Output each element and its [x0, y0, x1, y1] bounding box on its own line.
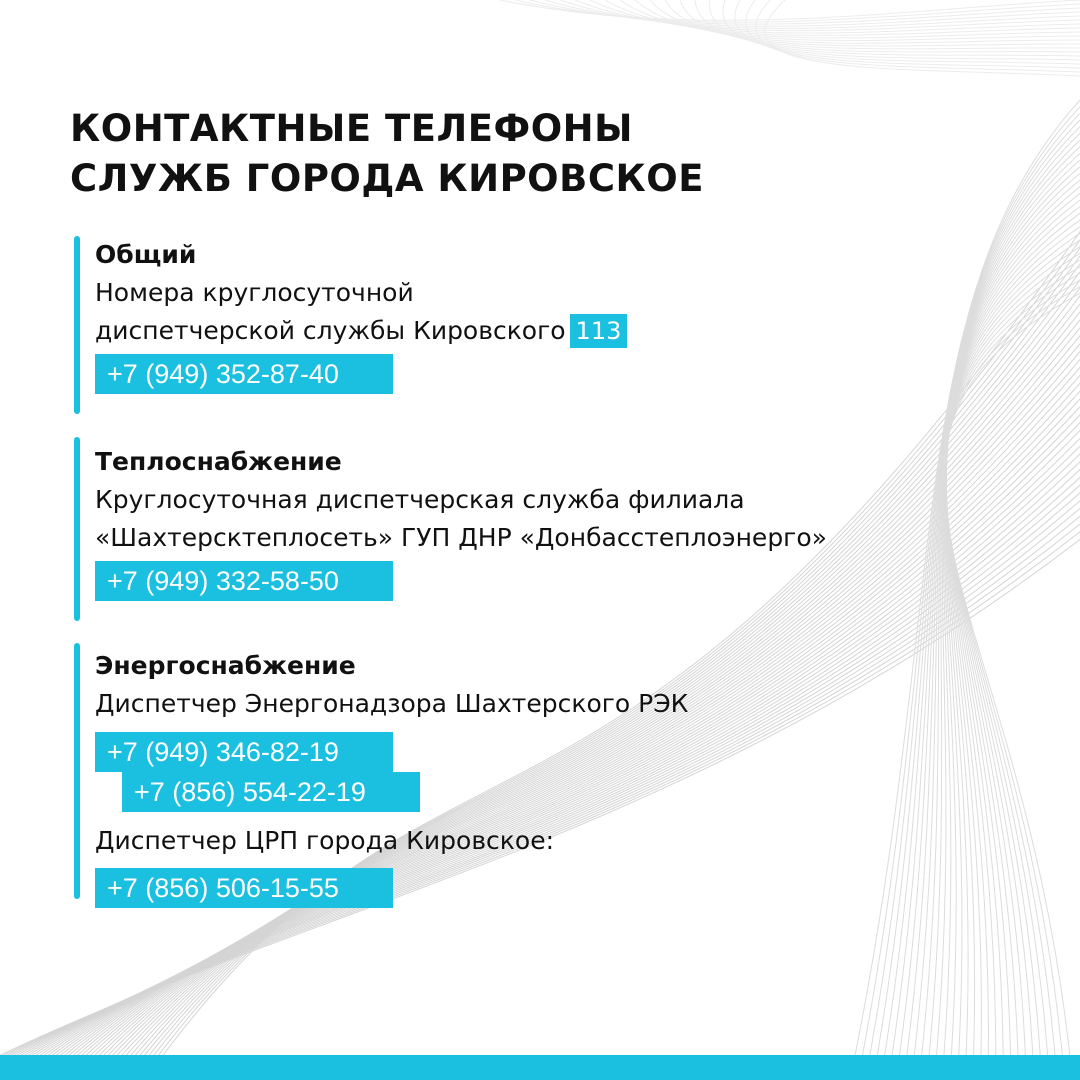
section-text: диспетчерской службы Кировского — [95, 316, 566, 345]
accent-bar — [74, 437, 80, 621]
wave-line — [544, 0, 1080, 27]
title-line-2: СЛУЖБ ГОРОДА КИРОВСКОЕ — [70, 157, 704, 200]
wave-line — [764, 0, 1080, 77]
wave-line — [619, 0, 1080, 39]
wave-line — [887, 132, 1080, 1080]
accent-bar — [74, 643, 80, 899]
wave-line — [604, 0, 1080, 36]
wave-line — [945, 206, 1080, 1080]
wave-line — [634, 0, 1080, 41]
wave-line — [59, 366, 1080, 1080]
wave-line — [99, 302, 1080, 1080]
wave-line — [529, 0, 1080, 25]
wave-line — [857, 106, 1080, 1080]
section-heading: Энергоснабжение — [95, 651, 356, 680]
phone-number[interactable]: +7 (856) 506-15-55 — [95, 868, 393, 908]
wave-line — [755, 0, 1080, 73]
wave-line — [109, 286, 1080, 1080]
wave-line — [134, 246, 1080, 1080]
wave-line — [514, 0, 1080, 23]
wave-line — [745, 0, 1080, 69]
wave-line — [649, 0, 1080, 44]
section-heading: Теплоснабжение — [95, 447, 342, 476]
title-line-1: КОНТАКТНЫЕ ТЕЛЕФОНЫ — [70, 107, 633, 150]
wave-line — [872, 119, 1080, 1080]
wave-line — [559, 0, 1080, 29]
wave-line — [943, 186, 1080, 1080]
wave-line — [722, 0, 1080, 61]
wave-line — [144, 230, 1080, 1080]
wave-line — [941, 179, 1080, 1080]
wave-line — [104, 294, 1080, 1080]
section-heading: Общий — [95, 240, 197, 269]
phone-number[interactable]: +7 (856) 554-22-19 — [122, 772, 420, 812]
phone-number[interactable]: +7 (949) 352-87-40 — [95, 354, 393, 394]
page-title: КОНТАКТНЫЕ ТЕЛЕФОНЫ СЛУЖБ ГОРОДА КИРОВСК… — [70, 104, 704, 204]
section-text: Диспетчер ЦРП города Кировское: — [95, 826, 554, 855]
wave-line — [926, 166, 1080, 1080]
wave-line — [679, 0, 1080, 50]
wave-line — [94, 310, 1080, 1080]
wave-line — [933, 172, 1080, 1080]
wave-line — [664, 0, 1080, 47]
wave-line — [129, 254, 1080, 1080]
wave-line — [69, 350, 1080, 1080]
wave-line — [119, 270, 1080, 1080]
section-text: Диспетчер Энергонадзора Шахтерского РЭК — [95, 689, 689, 718]
wave-line — [84, 326, 1080, 1080]
phone-number[interactable]: +7 (949) 332-58-50 — [95, 561, 393, 601]
wave-line — [943, 292, 1080, 1080]
wave-line — [734, 0, 1080, 65]
wave-line — [895, 139, 1080, 1080]
wave-line — [918, 159, 1080, 1080]
wave-line — [124, 262, 1080, 1080]
wave-line — [944, 199, 1080, 1080]
wave-line — [589, 0, 1080, 34]
wave-line — [944, 192, 1080, 1080]
wave-line — [880, 126, 1080, 1080]
section-text: Круглосуточная диспетчерская служба фили… — [95, 485, 745, 514]
wave-line — [74, 342, 1080, 1080]
number-badge: 113 — [569, 314, 628, 348]
accent-bar — [74, 236, 80, 414]
wave-line — [114, 278, 1080, 1080]
wave-line — [849, 99, 1080, 1080]
wave-line — [910, 152, 1080, 1080]
wave-line — [574, 0, 1080, 32]
wave-line — [54, 374, 1080, 1080]
wave-line — [29, 413, 1080, 1080]
wave-line — [709, 0, 1080, 57]
wave-line — [79, 334, 1080, 1080]
section-text: «Шахтерсктеплосеть» ГУП ДНР «Донбасстепл… — [95, 523, 827, 552]
wave-line — [694, 0, 1080, 53]
phone-number[interactable]: +7 (949) 346-82-19 — [95, 732, 393, 772]
wave-line — [903, 146, 1080, 1080]
section-text: Номера круглосуточной — [95, 278, 414, 307]
wave-line — [44, 390, 1080, 1080]
bottom-accent-bar — [0, 1055, 1080, 1080]
wave-line — [139, 238, 1080, 1080]
wave-line — [864, 112, 1080, 1080]
wave-line — [89, 318, 1080, 1080]
wave-line — [64, 358, 1080, 1080]
